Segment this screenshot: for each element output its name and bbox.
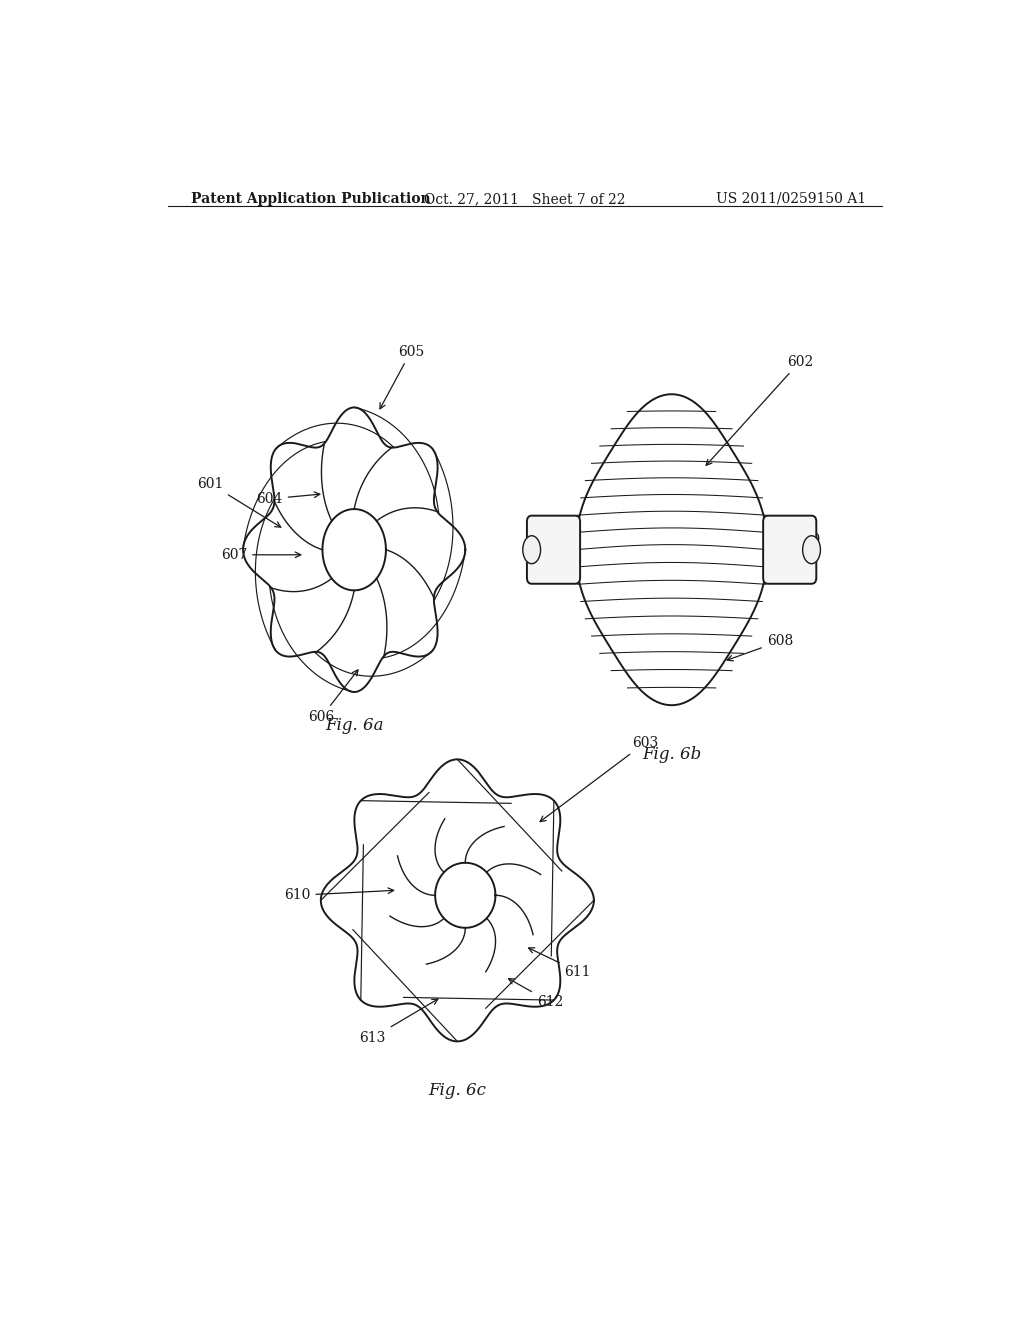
Text: 609: 609 [775,532,821,546]
Ellipse shape [803,536,820,564]
Text: 608: 608 [727,634,794,661]
Text: Patent Application Publication: Patent Application Publication [191,191,431,206]
Text: Fig. 6c: Fig. 6c [428,1082,486,1100]
Text: Oct. 27, 2011   Sheet 7 of 22: Oct. 27, 2011 Sheet 7 of 22 [424,191,626,206]
Text: Fig. 6b: Fig. 6b [642,746,701,763]
Text: 604: 604 [256,492,319,506]
FancyBboxPatch shape [527,516,580,583]
Text: 611: 611 [528,948,591,978]
Text: US 2011/0259150 A1: US 2011/0259150 A1 [716,191,866,206]
Text: 612: 612 [509,978,563,1008]
Text: 603: 603 [540,735,658,821]
Text: 607: 607 [220,548,301,562]
Text: Fig. 6a: Fig. 6a [325,718,383,734]
Text: 613: 613 [359,999,438,1044]
Text: 605: 605 [380,345,424,409]
Text: 602: 602 [707,355,813,466]
Text: 610: 610 [284,888,393,903]
Ellipse shape [523,536,541,564]
Text: 606: 606 [308,671,358,725]
FancyBboxPatch shape [763,516,816,583]
Text: 601: 601 [197,477,281,527]
